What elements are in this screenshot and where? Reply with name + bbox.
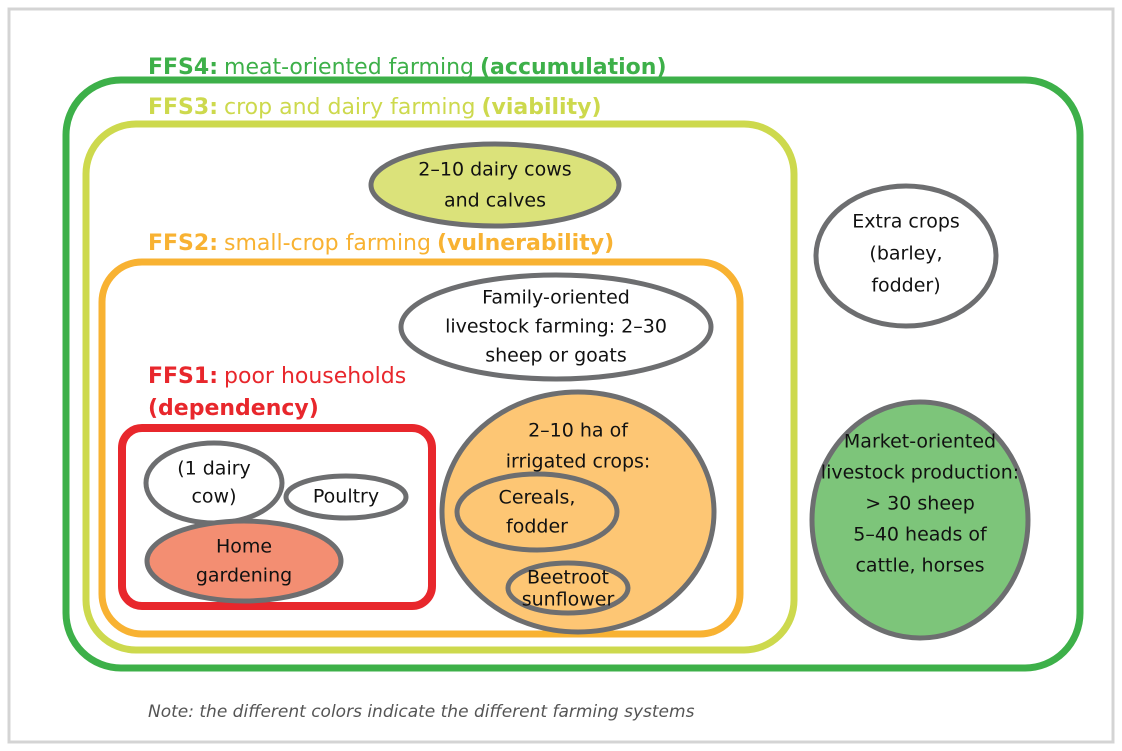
frame-title: FFS1: poor households	[148, 364, 406, 389]
node-ellipse	[283, 473, 409, 521]
node-ellipse	[398, 272, 714, 382]
note: Note: the different colors indicate the …	[148, 702, 695, 722]
node-ellipse	[143, 440, 285, 526]
node-label: Market-oriented	[844, 431, 996, 453]
node-label: (1 dairy	[177, 458, 251, 480]
node-label: sheep or goats	[485, 345, 627, 367]
node-ellipse	[809, 399, 1031, 641]
frame-title: FFS4: meat-oriented farming (accumulation)	[148, 55, 667, 80]
node-label: livestock production:	[821, 462, 1019, 484]
node-label: sunflower	[522, 589, 615, 611]
node-label: cattle, horses	[855, 555, 984, 577]
frame-qualifier: (viability)	[481, 95, 601, 120]
frame-qualifier: (accumulation)	[480, 55, 667, 80]
node-label: livestock farming: 2–30	[445, 316, 667, 338]
frame-title: FFS3: crop and dairy farming (viability)	[148, 95, 602, 120]
frame-code: FFS2:	[148, 231, 218, 256]
frame-title: FFS2: small-crop farming (vulnerability)	[148, 231, 614, 256]
frame-code: FFS1:	[148, 364, 218, 389]
node-ellipse	[505, 560, 631, 616]
node-label: (barley,	[869, 243, 942, 265]
frame-code: FFS4:	[148, 55, 218, 80]
node-label: > 30 sheep	[865, 493, 975, 515]
frame	[98, 258, 744, 638]
frame	[118, 424, 436, 610]
frame-qualifier: (vulnerability)	[437, 231, 614, 256]
node-label: 2–10 dairy cows	[418, 159, 571, 181]
frame-code: FFS3:	[148, 95, 218, 120]
node-label: Home	[216, 536, 272, 558]
node-label: and calves	[444, 190, 546, 212]
node-label: 2–10 ha of	[528, 420, 629, 442]
node-label: Beetroot	[527, 567, 609, 589]
node-ellipse	[813, 183, 999, 329]
frame-name: crop and dairy farming	[224, 95, 475, 120]
frame	[62, 76, 1084, 672]
node-label: gardening	[196, 565, 292, 587]
node-label: cow)	[191, 486, 236, 508]
node-label: Poultry	[313, 486, 379, 508]
frame-qualifier: (dependency)	[148, 396, 319, 421]
frame	[82, 120, 798, 654]
node-ellipse	[454, 471, 620, 553]
node-label: 5–40 heads of	[853, 524, 988, 546]
node-label: fodder)	[871, 275, 940, 297]
node-label: fodder	[506, 516, 568, 538]
frame-name: meat-oriented farming	[224, 55, 474, 80]
frame-name: small-crop farming	[224, 231, 431, 256]
node-ellipse	[368, 141, 622, 229]
node-label: Extra crops	[852, 211, 960, 233]
node-label: Family-oriented	[482, 287, 630, 309]
node-label: irrigated crops:	[506, 451, 651, 473]
node-ellipse	[144, 518, 344, 604]
node-label: Cereals,	[499, 487, 576, 509]
frame-name: poor households	[224, 364, 406, 389]
